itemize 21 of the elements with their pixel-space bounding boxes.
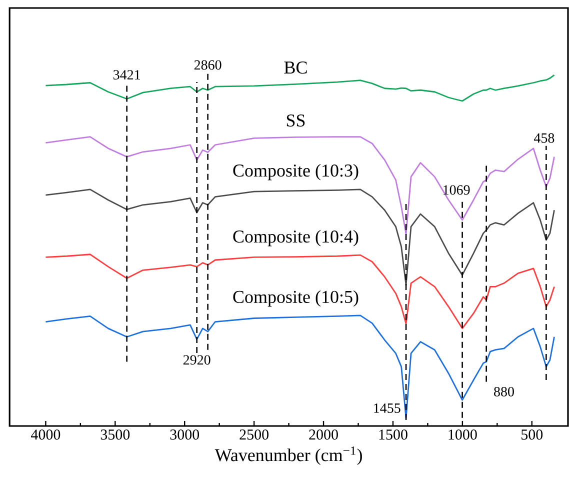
annotation: 458 xyxy=(534,133,554,143)
x-tick-label: 2500 xyxy=(240,430,268,440)
annotation: 1069 xyxy=(444,185,470,195)
text: 2860 xyxy=(194,60,222,70)
annotation: 1455 xyxy=(374,403,400,413)
series-label: BC xyxy=(284,62,307,74)
series-label: Composite (10:3) xyxy=(233,164,358,180)
series-label: Composite (10:4) xyxy=(233,230,358,246)
x-tick-label: 500 xyxy=(522,430,543,440)
x-tick-label: 1500 xyxy=(379,430,408,440)
x-tick-label: 4000 xyxy=(31,430,60,440)
series-label: Composite (10:5) xyxy=(233,290,358,307)
annotation: 3421 xyxy=(114,70,140,80)
x-axis-title: Wavenumber (cm$^{−1}$) xyxy=(214,446,362,465)
x-tick-label: 3000 xyxy=(170,430,200,440)
x-tick-label: 1000 xyxy=(448,430,477,440)
x-tick-label: 2000 xyxy=(309,430,338,440)
series-label: SS xyxy=(286,114,305,127)
annotation: 2920 xyxy=(183,355,210,365)
x-tick-label: 3500 xyxy=(100,430,130,440)
annotation: 880 xyxy=(494,386,514,396)
